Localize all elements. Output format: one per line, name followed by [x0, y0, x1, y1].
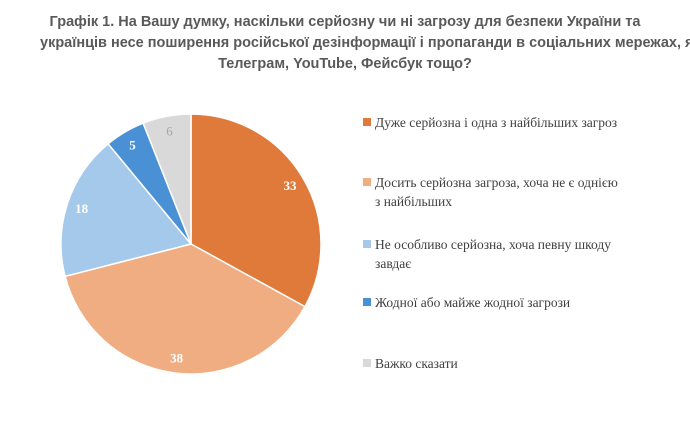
pie-label-hard-to-say: 6: [166, 124, 173, 139]
legend-item-very-serious: Дуже серйозна і одна з найбільших загроз: [363, 113, 617, 132]
legend: Дуже серйозна і одна з найбільших загроз…: [363, 0, 683, 442]
chart-title-line-3: Телеграм, YouTube, Фейсбук тощо?: [218, 56, 472, 72]
pie-slices: [60, 113, 322, 375]
pie-slice-not-very-serious: [60, 142, 193, 278]
pie-labels: 33 38 18 5 6: [75, 124, 297, 366]
legend-item-fairly-serious: Досить серйозна загроза, хоча не є одніє…: [363, 173, 618, 211]
pie-label-not-very-serious: 18: [75, 201, 89, 216]
legend-label: Дуже серйозна і одна з найбільших загроз: [375, 115, 618, 130]
legend-swatch: [363, 118, 371, 126]
pie-slice-hard-to-say: [142, 113, 192, 245]
legend-swatch: [363, 240, 371, 248]
chart-title-line-1: Графік 1. На Вашу думку, наскільки серйо…: [49, 14, 641, 30]
pie-slice-fairly-serious: [64, 243, 306, 375]
legend-swatch: [363, 359, 371, 367]
pie-label-fairly-serious: 38: [170, 351, 184, 366]
legend-label: Не особливо серйозна, хоча певну шкоду: [375, 237, 611, 252]
legend-label: Важко сказати: [375, 356, 458, 371]
pie-slice-very-serious: [190, 113, 322, 308]
chart-title: Графік 1. На Вашу думку, наскільки серйо…: [40, 12, 690, 75]
chart-title-line-2: українців несе поширення російської дезі…: [40, 35, 690, 51]
legend-label: Досить серйозна загроза, хоча не є одніє…: [375, 175, 618, 190]
legend-label: з найбільших: [375, 194, 453, 209]
legend-label: завдає: [375, 256, 412, 271]
legend-item-not-very-serious: Не особливо серйозна, хоча певну шкоду з…: [363, 235, 611, 273]
pie-label-no-threat: 5: [129, 138, 136, 153]
legend-swatch: [363, 178, 371, 186]
legend-label: Жодної або майже жодної загрози: [375, 295, 571, 310]
legend-item-no-threat: Жодної або майже жодної загрози: [363, 293, 570, 312]
legend-swatch: [363, 298, 371, 306]
legend-item-hard-to-say: Важко сказати: [363, 354, 458, 373]
pie-label-very-serious: 33: [283, 178, 297, 193]
